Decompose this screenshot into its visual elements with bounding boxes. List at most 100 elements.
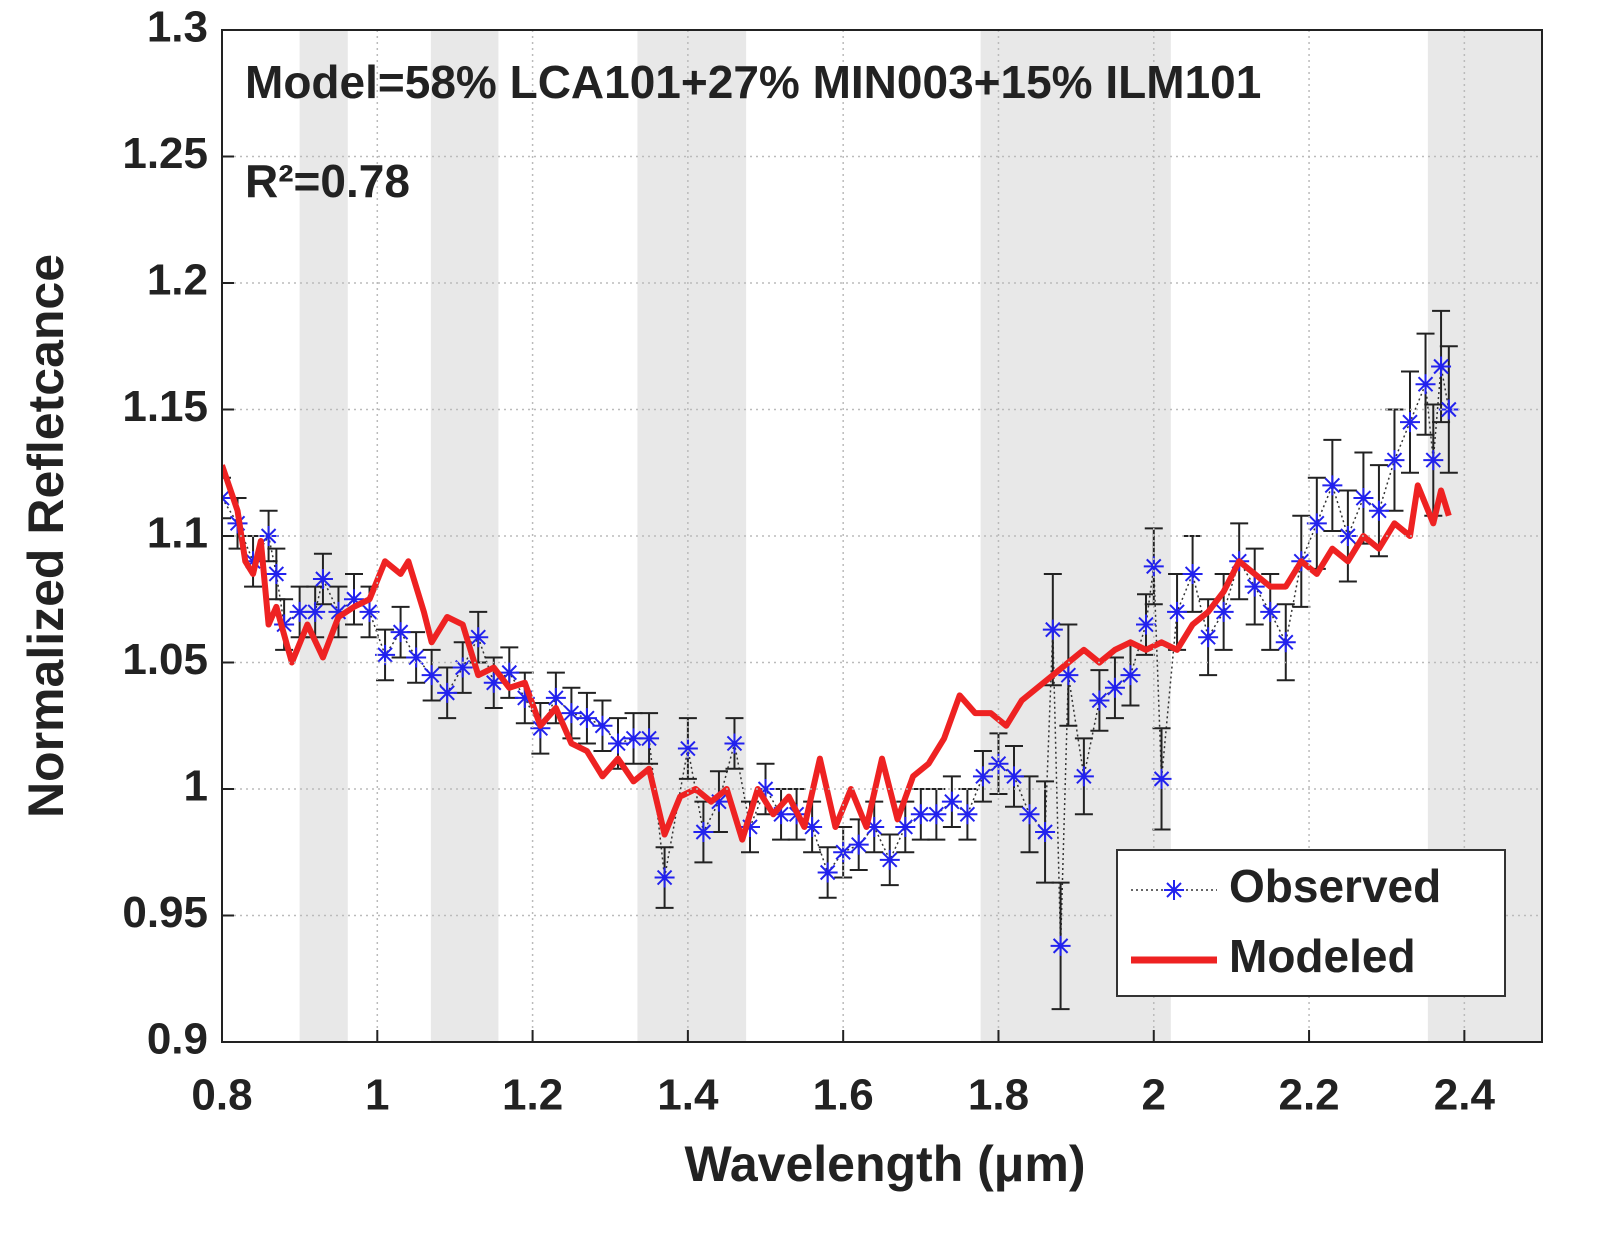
marker bbox=[677, 738, 698, 759]
annotation: R²=0.78 bbox=[245, 155, 410, 207]
marker bbox=[452, 657, 473, 678]
marker bbox=[608, 733, 628, 754]
marker bbox=[1198, 627, 1219, 648]
legend-label: Modeled bbox=[1229, 930, 1416, 982]
marker bbox=[1058, 665, 1079, 686]
legend: Observed Modeled bbox=[1116, 849, 1506, 997]
marker bbox=[359, 601, 380, 622]
marker bbox=[693, 822, 714, 843]
marker bbox=[895, 816, 916, 837]
marker bbox=[1423, 450, 1444, 471]
legend-box bbox=[1116, 849, 1506, 997]
y-tick-label: 0.9 bbox=[147, 1015, 208, 1064]
marker bbox=[592, 715, 613, 736]
marker bbox=[390, 622, 411, 643]
axes-box bbox=[221, 29, 1543, 1043]
marker bbox=[941, 791, 962, 812]
marker bbox=[1182, 563, 1203, 584]
marker bbox=[561, 703, 582, 724]
modeled-line bbox=[222, 464, 1452, 843]
marker bbox=[1275, 632, 1296, 653]
marker bbox=[864, 816, 885, 837]
shaded-region bbox=[430, 30, 499, 1042]
marker bbox=[468, 627, 489, 648]
marker bbox=[1136, 614, 1156, 635]
marker bbox=[1353, 488, 1374, 509]
marker bbox=[1260, 601, 1281, 622]
marker bbox=[312, 569, 333, 590]
marker bbox=[576, 708, 597, 729]
marker bbox=[483, 672, 504, 693]
marker bbox=[328, 601, 349, 622]
marker bbox=[1042, 619, 1063, 640]
marker bbox=[879, 849, 900, 870]
marker bbox=[910, 804, 931, 825]
marker bbox=[802, 816, 823, 837]
marker bbox=[1151, 768, 1172, 789]
annotation: Model=58% LCA101+27% MIN003+15% ILM101 bbox=[245, 56, 1261, 108]
marker bbox=[740, 816, 760, 837]
y-tick-label: 1.25 bbox=[122, 129, 208, 178]
marker bbox=[375, 644, 396, 665]
marker bbox=[514, 687, 535, 708]
marker bbox=[258, 526, 279, 546]
x-tick-label: 1.4 bbox=[657, 1071, 719, 1120]
marker bbox=[1384, 450, 1405, 471]
marker bbox=[1019, 804, 1040, 825]
marker bbox=[771, 804, 792, 825]
marker bbox=[1438, 399, 1459, 420]
x-tick-label: 0.8 bbox=[191, 1071, 252, 1120]
marker bbox=[1120, 665, 1141, 686]
marker bbox=[344, 589, 364, 610]
x-tick-label: 2.2 bbox=[1278, 1071, 1339, 1120]
x-tick-label: 1.6 bbox=[813, 1071, 874, 1120]
marker bbox=[289, 601, 310, 622]
marker bbox=[1004, 766, 1024, 787]
legend-label: Observed bbox=[1229, 860, 1441, 912]
marker bbox=[817, 862, 838, 883]
marker bbox=[437, 682, 458, 703]
legend-marker bbox=[1164, 880, 1184, 900]
marker bbox=[421, 665, 442, 686]
x-tick-label: 2 bbox=[1142, 1071, 1166, 1120]
y-tick-label: 1.3 bbox=[147, 3, 208, 52]
marker bbox=[724, 733, 745, 754]
marker bbox=[972, 766, 993, 787]
marker bbox=[499, 662, 520, 683]
marker bbox=[1337, 526, 1358, 546]
y-tick-label: 1.1 bbox=[147, 509, 208, 558]
marker bbox=[406, 647, 427, 668]
marker bbox=[1415, 374, 1436, 395]
marker bbox=[623, 728, 644, 749]
marker bbox=[266, 563, 287, 584]
marker bbox=[1035, 822, 1056, 843]
marker bbox=[1431, 356, 1452, 377]
marker bbox=[1322, 475, 1343, 496]
marker bbox=[1213, 601, 1234, 622]
marker bbox=[1244, 576, 1265, 597]
marker bbox=[1089, 690, 1110, 711]
marker bbox=[755, 779, 776, 799]
marker bbox=[1143, 556, 1164, 577]
marker bbox=[957, 804, 978, 825]
marker bbox=[654, 867, 675, 888]
marker bbox=[545, 687, 566, 708]
y-axis-label: Normalized Refletcance bbox=[18, 254, 74, 818]
y-tick-label: 1.05 bbox=[122, 635, 208, 684]
x-tick-label: 2.4 bbox=[1434, 1071, 1496, 1120]
marker bbox=[305, 601, 326, 622]
marker bbox=[1400, 412, 1420, 433]
marker bbox=[1050, 935, 1071, 956]
x-tick-label: 1 bbox=[365, 1071, 389, 1120]
marker bbox=[1104, 677, 1125, 698]
marker bbox=[1368, 500, 1389, 521]
marker bbox=[1306, 513, 1327, 534]
x-tick-label: 1.2 bbox=[502, 1071, 563, 1120]
y-tick-label: 1.2 bbox=[147, 256, 208, 305]
y-tick-label: 1 bbox=[184, 762, 208, 811]
marker bbox=[1073, 766, 1094, 787]
marker bbox=[708, 791, 729, 812]
x-tick-label: 1.8 bbox=[968, 1071, 1029, 1120]
marker bbox=[926, 804, 947, 825]
